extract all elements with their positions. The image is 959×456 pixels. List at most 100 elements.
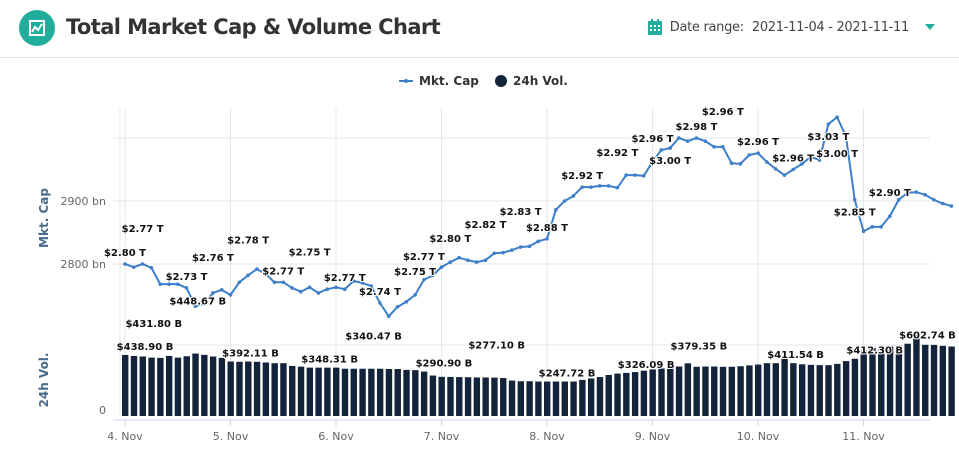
mkt-cap-point[interactable] bbox=[808, 155, 813, 159]
mkt-cap-point[interactable] bbox=[246, 273, 250, 278]
volume-bar[interactable] bbox=[350, 368, 357, 416]
volume-bar[interactable] bbox=[209, 356, 217, 416]
volume-bar[interactable] bbox=[913, 332, 920, 416]
mkt-cap-point[interactable] bbox=[905, 191, 910, 195]
volume-bar[interactable] bbox=[297, 366, 305, 416]
volume-bar[interactable] bbox=[658, 368, 665, 416]
mkt-cap-point[interactable] bbox=[325, 287, 330, 292]
volume-bar[interactable] bbox=[878, 346, 885, 416]
mkt-cap-point[interactable] bbox=[360, 281, 365, 285]
mkt-cap-point[interactable] bbox=[553, 208, 558, 212]
mkt-cap-point[interactable] bbox=[870, 225, 875, 229]
volume-bar[interactable] bbox=[649, 369, 656, 416]
volume-bar[interactable] bbox=[587, 378, 595, 416]
volume-bar[interactable] bbox=[798, 364, 806, 416]
volume-bar[interactable] bbox=[412, 370, 419, 416]
mkt-cap-point[interactable] bbox=[738, 162, 743, 166]
volume-bar[interactable] bbox=[623, 372, 630, 416]
volume-bar[interactable] bbox=[605, 374, 612, 416]
volume-bar[interactable] bbox=[139, 356, 146, 416]
mkt-cap-point[interactable] bbox=[641, 174, 646, 178]
volume-bar[interactable] bbox=[640, 370, 648, 416]
volume-bar[interactable] bbox=[429, 375, 437, 416]
volume-bar[interactable] bbox=[236, 361, 243, 416]
mkt-cap-point[interactable] bbox=[474, 260, 479, 264]
mkt-cap-point[interactable] bbox=[518, 245, 523, 249]
volume-bar[interactable] bbox=[183, 356, 190, 416]
volume-bar[interactable] bbox=[157, 357, 164, 416]
volume-bar[interactable] bbox=[614, 373, 621, 416]
mkt-cap-point[interactable] bbox=[800, 162, 804, 166]
mkt-cap-point[interactable] bbox=[949, 204, 954, 208]
volume-bar[interactable] bbox=[324, 367, 331, 416]
volume-bar[interactable] bbox=[482, 377, 489, 416]
mkt-cap-point[interactable] bbox=[237, 280, 242, 285]
volume-bar[interactable] bbox=[174, 357, 182, 416]
volume-bar[interactable] bbox=[464, 377, 472, 416]
mkt-cap-point[interactable] bbox=[527, 244, 532, 249]
volume-bar[interactable] bbox=[394, 369, 401, 416]
mkt-cap-point[interactable] bbox=[175, 282, 180, 286]
mkt-cap-point[interactable] bbox=[184, 286, 189, 290]
mkt-cap-point[interactable] bbox=[879, 225, 883, 229]
mkt-cap-point[interactable] bbox=[668, 146, 672, 150]
mkt-cap-point[interactable] bbox=[483, 258, 488, 263]
mkt-cap-point[interactable] bbox=[395, 305, 400, 309]
volume-bar[interactable] bbox=[842, 361, 850, 416]
mkt-cap-point[interactable] bbox=[510, 248, 514, 252]
mkt-cap-point[interactable] bbox=[606, 184, 611, 188]
mkt-cap-point[interactable] bbox=[369, 284, 373, 288]
mkt-cap-point[interactable] bbox=[932, 197, 936, 202]
volume-bar[interactable] bbox=[526, 381, 533, 416]
volume-bar[interactable] bbox=[895, 345, 903, 416]
mkt-cap-point[interactable] bbox=[299, 289, 303, 294]
volume-bar[interactable] bbox=[939, 345, 947, 416]
mkt-cap-point[interactable] bbox=[466, 258, 470, 263]
date-range-value[interactable]: 2021-11-04 - 2021-11-11 bbox=[751, 19, 909, 35]
mkt-cap-point[interactable] bbox=[650, 160, 655, 164]
mkt-cap-point[interactable] bbox=[861, 229, 866, 234]
volume-bar[interactable] bbox=[500, 378, 507, 416]
volume-bar[interactable] bbox=[781, 358, 788, 416]
mkt-cap-point[interactable] bbox=[202, 301, 206, 306]
mkt-cap-point[interactable] bbox=[430, 273, 435, 278]
mkt-cap-point[interactable] bbox=[597, 184, 602, 188]
volume-bar[interactable] bbox=[746, 365, 753, 416]
volume-bar[interactable] bbox=[834, 363, 841, 416]
mkt-cap-point[interactable] bbox=[721, 145, 725, 149]
mkt-cap-point[interactable] bbox=[835, 115, 839, 120]
legend-item-24h-vol[interactable]: 24h Vol. bbox=[495, 74, 568, 88]
mkt-cap-point[interactable] bbox=[123, 262, 127, 266]
mkt-cap-point[interactable] bbox=[140, 262, 145, 266]
volume-bar[interactable] bbox=[280, 363, 287, 416]
mkt-cap-point[interactable] bbox=[694, 136, 699, 140]
volume-bar[interactable] bbox=[755, 364, 762, 416]
mkt-cap-point[interactable] bbox=[791, 167, 795, 172]
date-range-picker[interactable]: Date range: 2021-11-04 - 2021-11-11 bbox=[647, 19, 935, 35]
volume-bar[interactable] bbox=[262, 362, 270, 416]
volume-bar[interactable] bbox=[376, 368, 384, 416]
volume-bar[interactable] bbox=[886, 346, 894, 417]
mkt-cap-point[interactable] bbox=[747, 153, 752, 157]
mkt-cap-point[interactable] bbox=[307, 285, 312, 290]
mkt-cap-point[interactable] bbox=[773, 167, 778, 171]
mkt-cap-point[interactable] bbox=[826, 122, 831, 126]
volume-bar[interactable] bbox=[456, 377, 463, 416]
volume-bar[interactable] bbox=[711, 366, 718, 416]
volume-bar[interactable] bbox=[816, 365, 823, 416]
mkt-cap-point[interactable] bbox=[263, 272, 268, 276]
mkt-cap-point[interactable] bbox=[149, 265, 154, 270]
mkt-cap-point[interactable] bbox=[756, 151, 760, 155]
mkt-cap-point[interactable] bbox=[219, 288, 224, 292]
mkt-cap-point[interactable] bbox=[888, 214, 892, 218]
volume-bar[interactable] bbox=[790, 363, 797, 416]
mkt-cap-point[interactable] bbox=[386, 314, 391, 319]
mkt-cap-point[interactable] bbox=[940, 201, 945, 206]
volume-bar[interactable] bbox=[825, 365, 832, 416]
mkt-cap-point[interactable] bbox=[712, 145, 716, 149]
volume-bar[interactable] bbox=[491, 377, 498, 416]
mkt-cap-point[interactable] bbox=[624, 173, 628, 177]
mkt-cap-point[interactable] bbox=[896, 197, 901, 202]
mkt-cap-point[interactable] bbox=[764, 160, 769, 164]
volume-bar[interactable] bbox=[869, 347, 876, 416]
